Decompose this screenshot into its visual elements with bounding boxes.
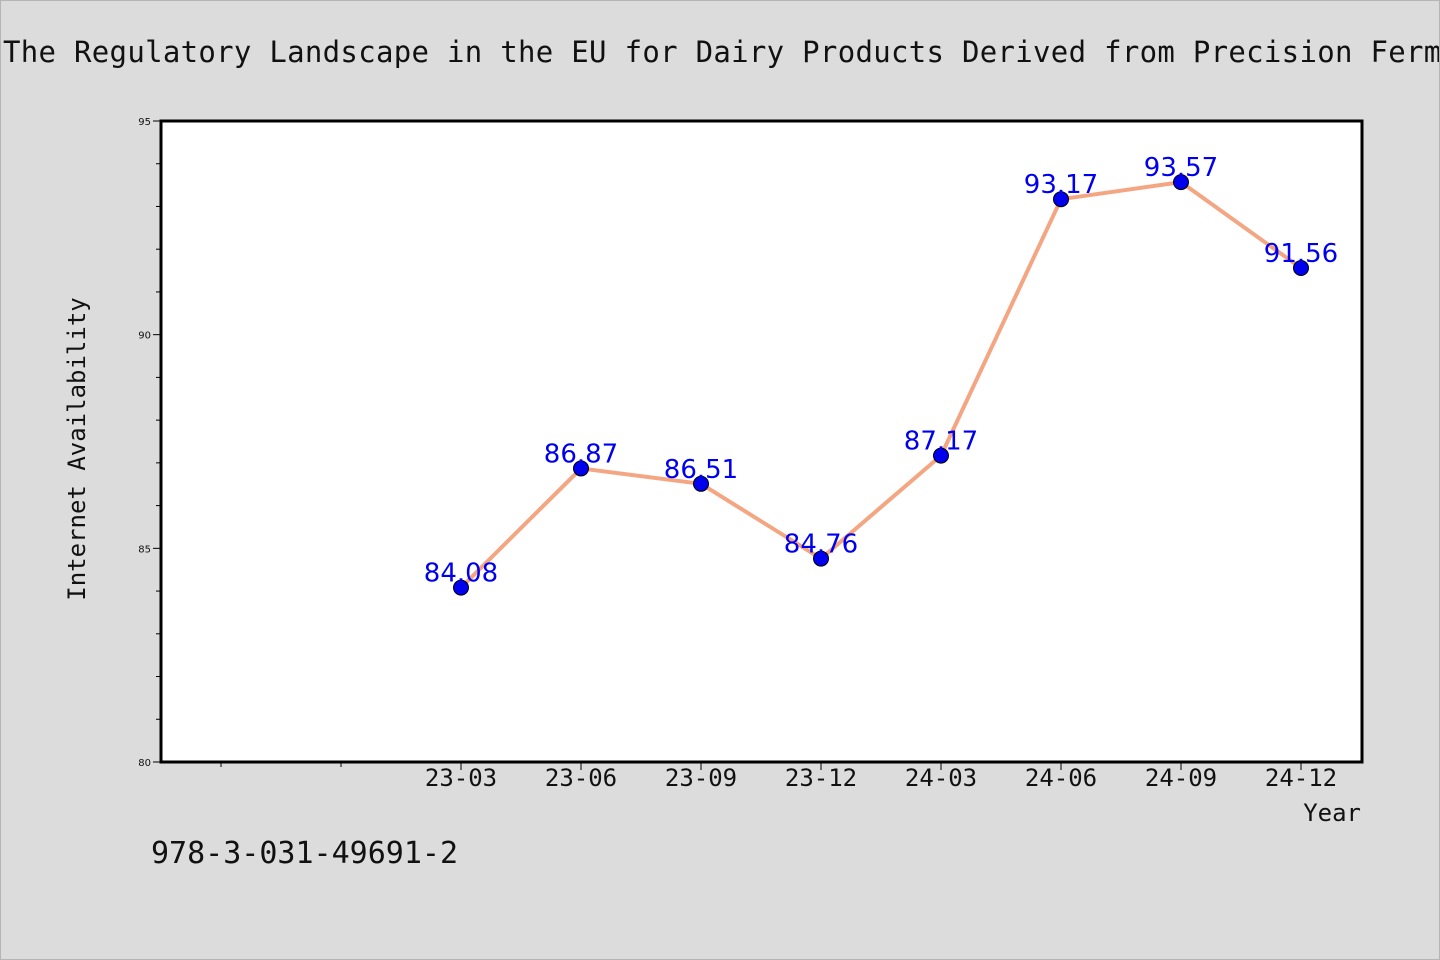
x-tick-label-2: 23-09: [665, 764, 737, 792]
data-label-5: 93.17: [1024, 170, 1098, 200]
x-tick-label-6: 24-09: [1145, 764, 1217, 792]
data-label-6: 93.57: [1144, 153, 1218, 183]
plot-area: [159, 119, 1364, 764]
y-tick-label-3: 95: [138, 117, 151, 128]
x-tick-label-5: 24-06: [1025, 764, 1097, 792]
data-label-0: 84.08: [424, 559, 498, 589]
data-point-4: [933, 447, 949, 464]
data-markers: [453, 174, 1309, 596]
x-tick-label-1: 23-06: [545, 764, 617, 792]
y-tick-label-2: 90: [138, 331, 151, 342]
y-tick-label-0: 80: [138, 758, 151, 769]
data-point-3: [813, 550, 829, 567]
data-labels: 84.08 86.87 86.51 84.76 87.17 93.17 93.57 91.56: [424, 153, 1338, 589]
x-tick-label-7: 24-12: [1265, 764, 1337, 792]
x-axis-title: Year: [1303, 799, 1361, 827]
data-point-0: [453, 579, 469, 596]
data-label-7: 91.56: [1264, 239, 1338, 269]
y-tick-label-1: 85: [138, 544, 151, 555]
x-tick-label-3: 23-12: [785, 764, 857, 792]
data-point-7: [1293, 260, 1309, 277]
data-point-5: [1053, 191, 1069, 208]
y-axis-title: Internet Availability: [63, 297, 91, 600]
data-label-2: 86.51: [664, 455, 738, 485]
data-point-1: [573, 460, 589, 477]
footer-code: 978-3-031-49691-2: [151, 836, 459, 871]
y-ticks: 80 85 90 95: [138, 117, 161, 769]
y-minor-ticks: [156, 163, 161, 720]
data-point-6: [1173, 174, 1189, 191]
series-line: [459, 180, 1303, 590]
chart-title: The Regulatory Landscape in the EU for D…: [3, 35, 1440, 69]
x-tick-label-0: 23-03: [425, 764, 497, 792]
x-tick-label-4: 24-03: [905, 764, 977, 792]
data-label-4: 87.17: [904, 427, 978, 457]
data-point-2: [693, 475, 709, 492]
data-label-3: 84.76: [784, 530, 858, 560]
x-ticks: 23-03 23-06 23-09 23-12 24-03 24-06 24-09 24-12: [220, 762, 1337, 792]
data-label-1: 86.87: [544, 439, 618, 469]
